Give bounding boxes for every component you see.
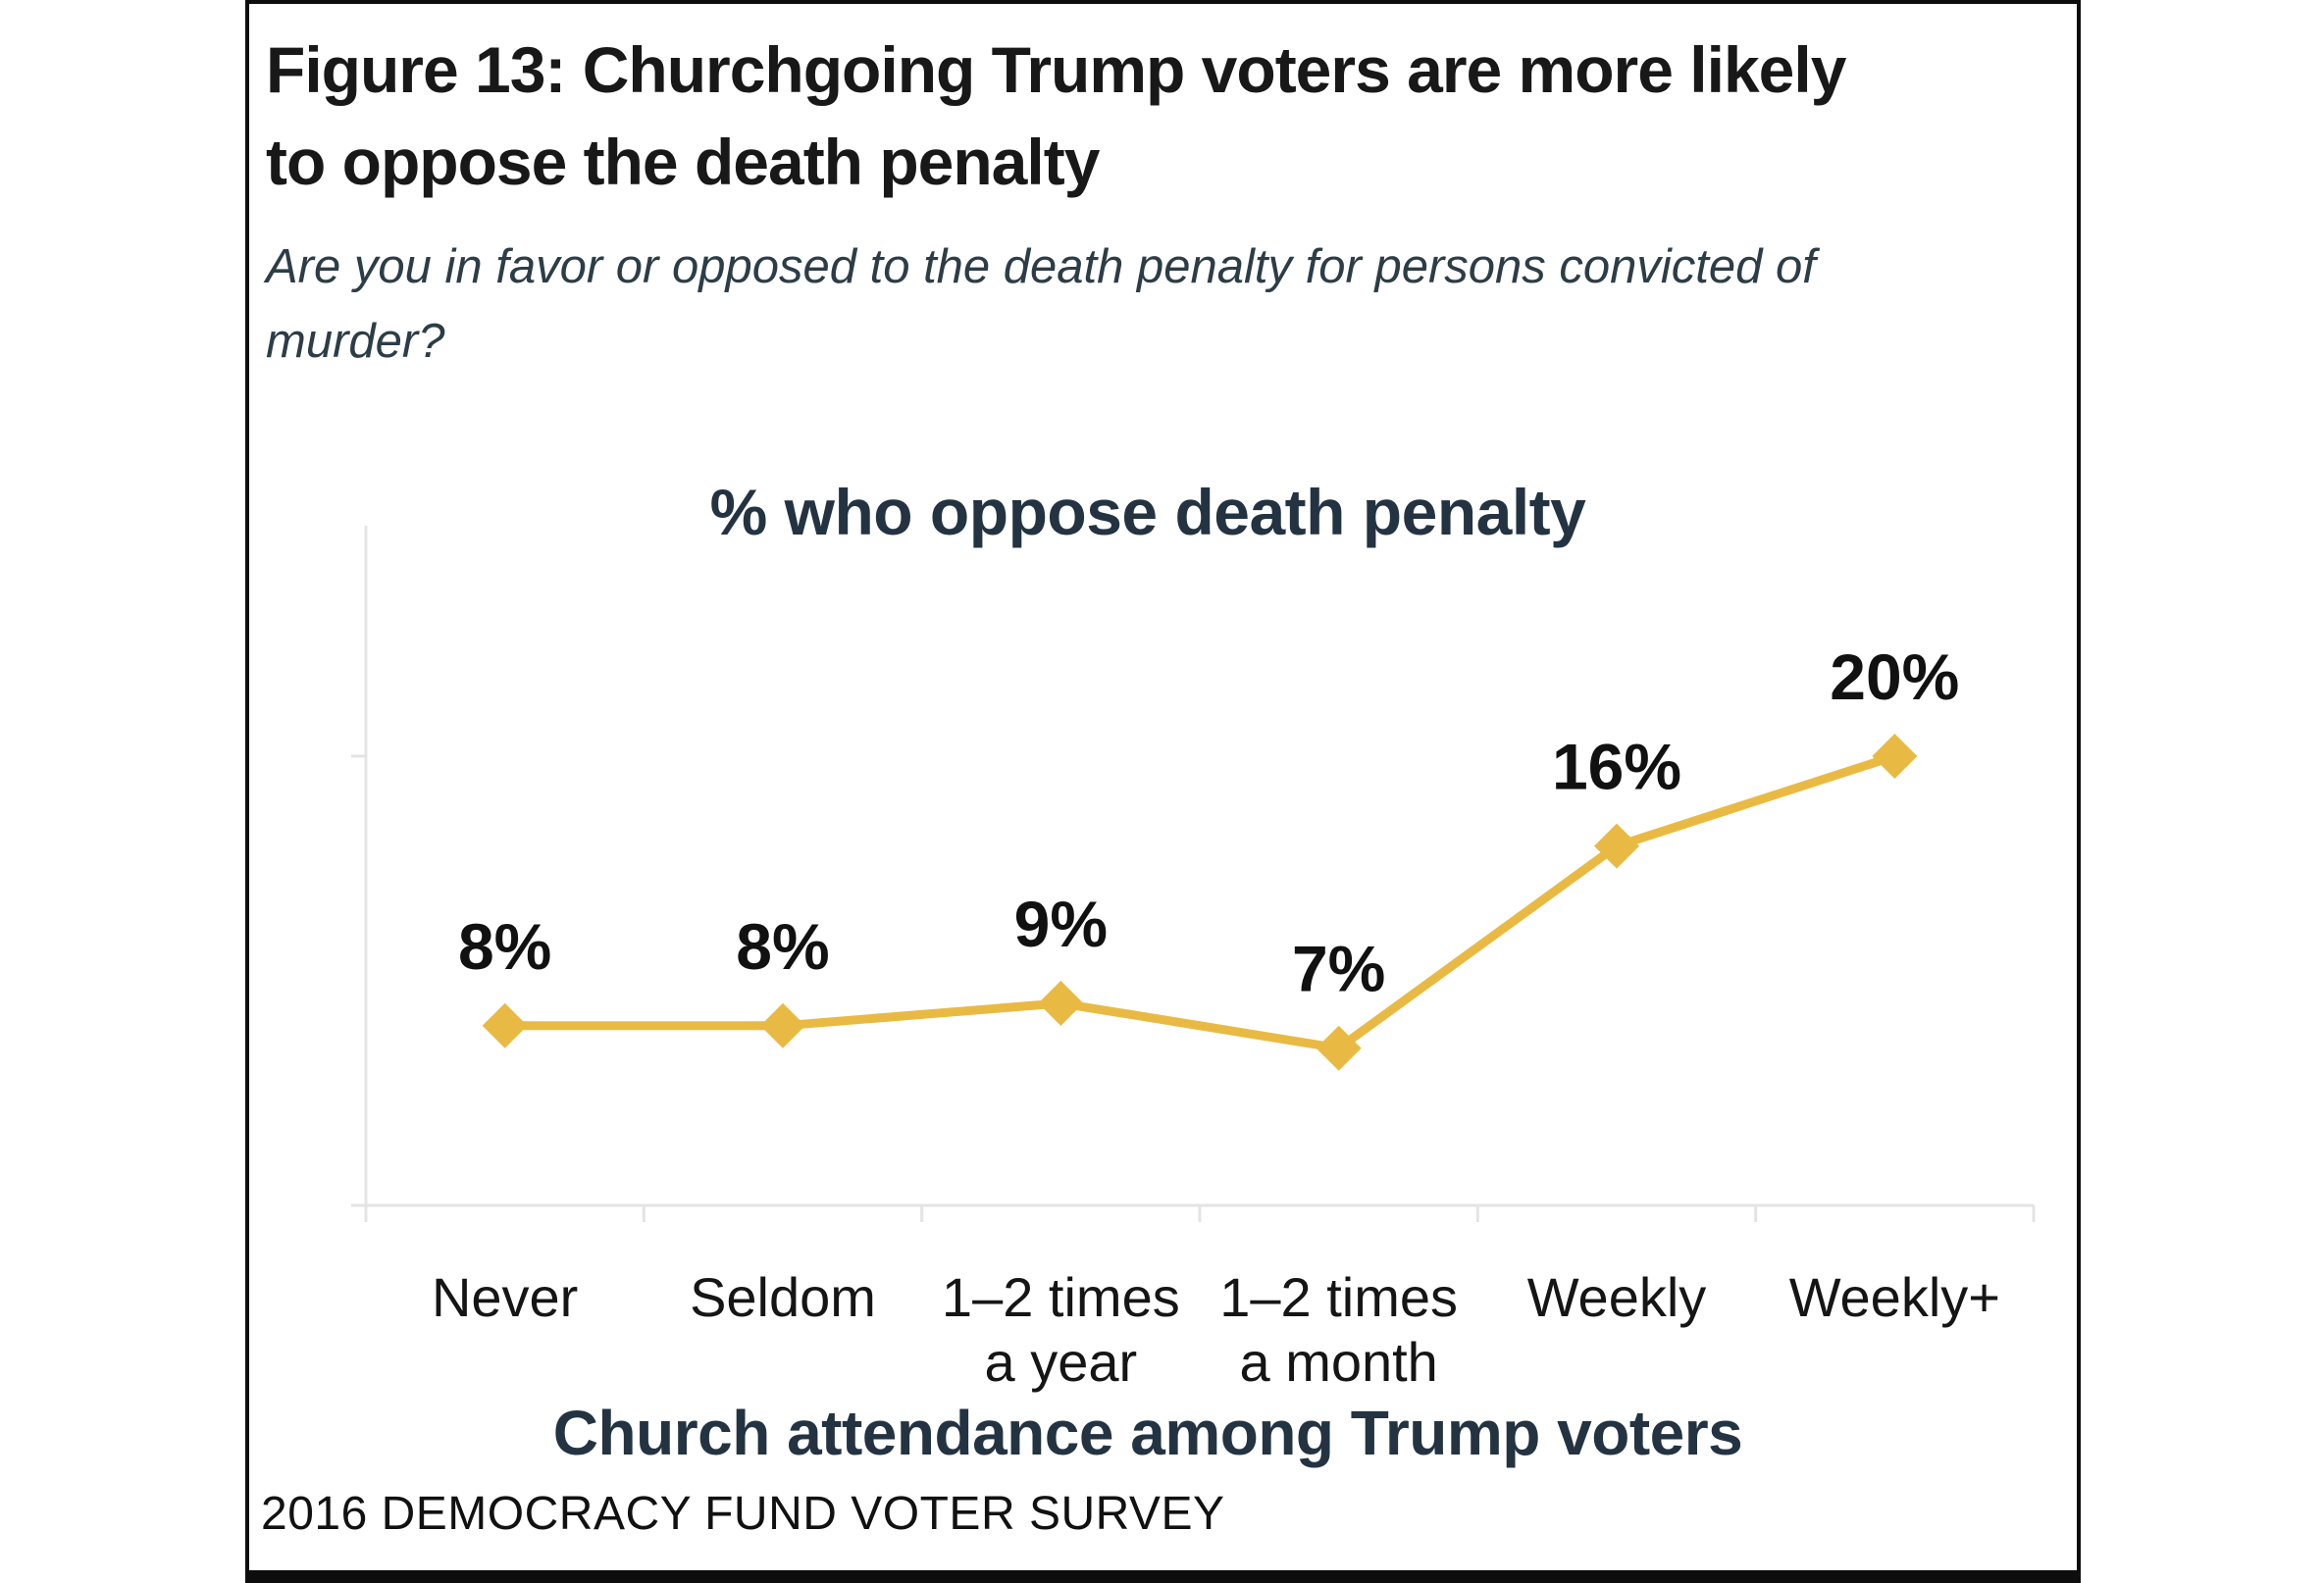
data-point-marker [482, 1002, 528, 1048]
figure-subtitle-line2: murder? [266, 315, 445, 368]
data-point-label: 8% [736, 910, 829, 983]
x-tick-label: Seldom [690, 1266, 876, 1328]
data-point-label: 8% [458, 910, 551, 983]
data-point-marker [1872, 734, 1918, 779]
data-point-marker [1316, 1025, 1362, 1071]
x-tick-label: 1–2 times a year [941, 1266, 1180, 1393]
x-tick-label: Weekly+ [1788, 1266, 2000, 1328]
data-point-label: 16% [1552, 731, 1681, 803]
data-point-label: 20% [1830, 640, 1959, 713]
figure-subtitle-line1: Are you in favor or opposed to the death… [266, 240, 1816, 293]
line-chart-plot: 8% 8% 9% 7% 16% 20% [351, 526, 2036, 1222]
data-point-marker [760, 1002, 805, 1048]
trend-line [504, 751, 1896, 1053]
x-axis-title: Church attendance among Trump voters [552, 1398, 1743, 1468]
figure-subtitle: Are you in favor or opposed to the death… [266, 230, 2041, 379]
figure-card: Figure 13: Churchgoing Trump voters are … [245, 0, 2081, 1583]
figure-title: Figure 13: Churchgoing Trump voters are … [266, 24, 2032, 208]
data-point-label: 9% [1014, 888, 1108, 960]
data-point-marker [1594, 823, 1639, 869]
x-tick-label: Never [431, 1266, 579, 1328]
x-tick-label: Weekly [1526, 1266, 1707, 1328]
x-tick-label: 1–2 times a month [1219, 1266, 1459, 1393]
data-point-label: 7% [1292, 933, 1385, 1005]
source-note: 2016 DEMOCRACY FUND VOTER SURVEY [261, 1488, 1225, 1540]
chart-title: % who oppose death penalty [709, 476, 1586, 548]
figure-title-line1: Figure 13: Churchgoing Trump voters are … [266, 33, 1846, 106]
data-point-marker [1038, 980, 1084, 1026]
figure-title-line2: to oppose the death penalty [266, 126, 1100, 198]
